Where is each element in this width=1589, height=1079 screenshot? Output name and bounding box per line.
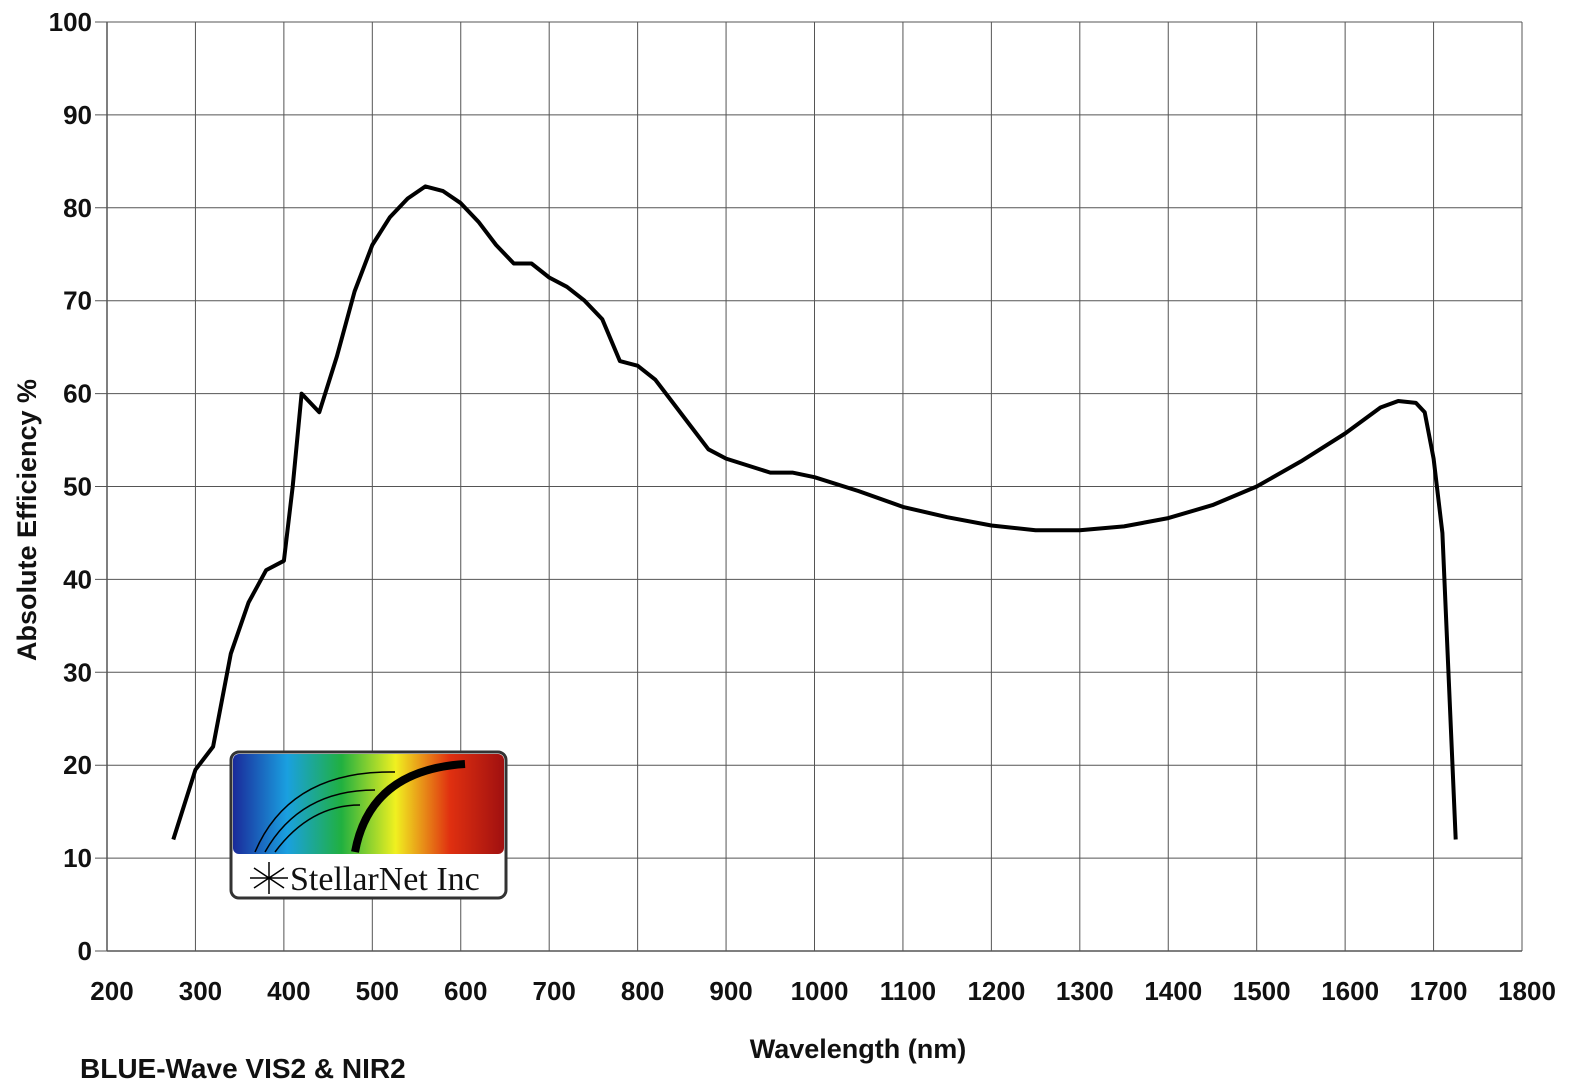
x-tick-label: 700: [532, 976, 575, 1006]
x-tick-label: 1200: [967, 976, 1025, 1006]
x-tick-label: 1100: [880, 976, 936, 1006]
x-tick-label: 1300: [1056, 976, 1114, 1006]
y-axis-label: Absolute Efficiency %: [12, 379, 42, 661]
y-tick-label: 20: [63, 750, 92, 780]
x-tick-label: 800: [621, 976, 664, 1006]
x-tick-label: 1600: [1321, 976, 1379, 1006]
y-tick-label: 50: [63, 472, 92, 502]
x-tick-label: 1700: [1410, 976, 1468, 1006]
x-tick-label: 500: [356, 976, 399, 1006]
x-tick-label: 1000: [791, 976, 849, 1006]
y-tick-label: 40: [63, 564, 92, 594]
x-tick-label: 1400: [1144, 976, 1202, 1006]
x-tick-label: 900: [709, 976, 752, 1006]
y-tick-label: 10: [63, 843, 92, 873]
y-tick-label: 30: [63, 657, 92, 687]
y-tick-label: 0: [78, 936, 92, 966]
y-tick-label: 90: [63, 100, 92, 130]
x-tick-label: 600: [444, 976, 487, 1006]
logo: StellarNet Inc: [229, 750, 508, 900]
x-tick-label: 1500: [1233, 976, 1291, 1006]
logo-text: StellarNet Inc: [290, 861, 480, 898]
x-tick-label: 200: [90, 976, 133, 1006]
x-axis-label: Wavelength (nm): [750, 1034, 967, 1064]
y-tick-label: 100: [49, 7, 92, 37]
y-tick-label: 70: [63, 286, 92, 316]
y-tick-label: 80: [63, 193, 92, 223]
data-line: [171, 184, 1458, 841]
y-tick-label: 60: [63, 379, 92, 409]
chart-title: BLUE-Wave VIS2 & NIR2: [80, 1053, 406, 1079]
x-tick-label: 300: [179, 976, 222, 1006]
x-tick-label: 1800: [1498, 976, 1556, 1006]
x-tick-label: 400: [267, 976, 310, 1006]
